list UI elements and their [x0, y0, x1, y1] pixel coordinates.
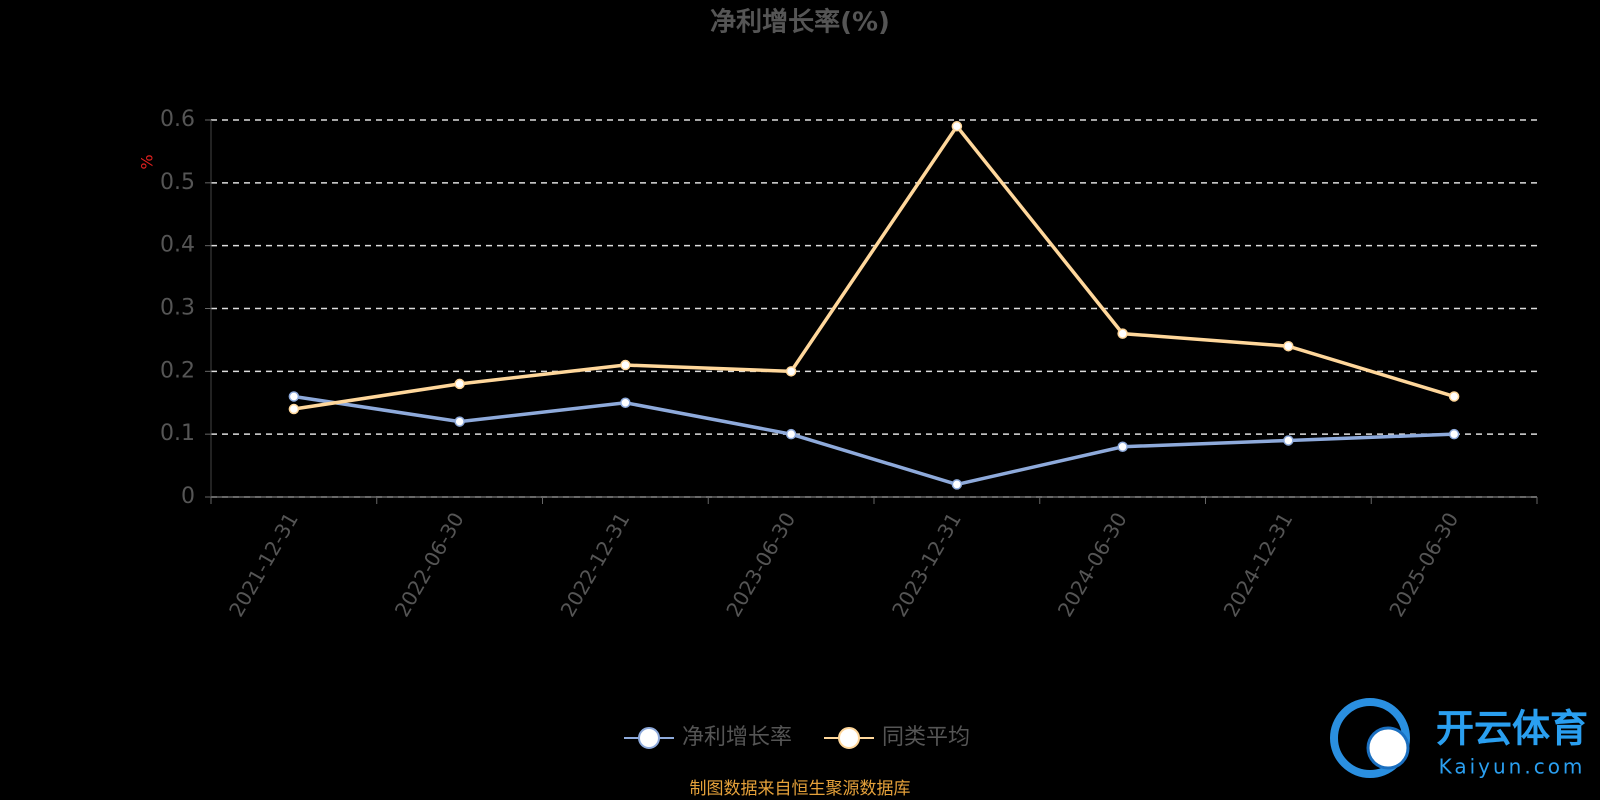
watermark-site: Kaiyun.com: [1439, 755, 1586, 779]
y-tick-label: 0.2: [160, 358, 195, 383]
data-point: [1448, 428, 1460, 440]
x-tick-label: 2023-06-30: [721, 508, 800, 621]
legend-label: 同类平均: [882, 725, 970, 750]
data-point: [454, 416, 465, 427]
data-point: [1283, 435, 1294, 446]
watermark: 开云体育 Kaiyun.com: [1330, 698, 1588, 779]
data-point: [288, 403, 300, 415]
data-point: [620, 359, 631, 371]
chart-title: 净利增长率(%): [710, 7, 890, 38]
data-point: [1283, 340, 1294, 352]
watermark-brand: 开云体育: [1436, 707, 1588, 751]
series-line: [293, 123, 1455, 411]
y-tick-label: 0.1: [160, 421, 195, 446]
x-tick-label: 2023-12-31: [887, 508, 966, 621]
data-point: [1117, 441, 1128, 452]
source-note: 制图数据来自恒生聚源数据库: [690, 779, 911, 799]
y-tick-label: 0.6: [160, 107, 195, 132]
y-tick-label: 0.4: [160, 233, 195, 258]
data-point: [288, 391, 300, 402]
data-point: [785, 366, 797, 377]
data-point: [951, 479, 963, 490]
data-point: [454, 378, 465, 390]
x-tick-label: 2025-06-30: [1384, 508, 1463, 621]
x-tick-label: 2022-12-31: [556, 508, 635, 621]
data-point: [1448, 391, 1460, 402]
y-tick-label: 0.5: [160, 170, 195, 195]
legend-marker: [638, 727, 660, 749]
legend-label: 净利增长率: [682, 725, 792, 750]
y-tick-label: 0.3: [160, 296, 195, 321]
data-point: [1117, 328, 1128, 339]
data-point: [951, 121, 963, 132]
data-point: [620, 397, 631, 408]
legend-marker: [838, 727, 860, 749]
data-point: [785, 428, 797, 440]
y-tick-label: 0: [181, 484, 195, 509]
x-tick-label: 2024-06-30: [1053, 508, 1132, 621]
y-axis-label: %: [138, 154, 157, 169]
x-tick-label: 2021-12-31: [224, 508, 303, 621]
x-tick-label: 2024-12-31: [1219, 508, 1298, 621]
x-tick-label: 2022-06-30: [390, 508, 469, 621]
logo-ball: [1366, 726, 1410, 770]
series-line: [293, 394, 1455, 487]
